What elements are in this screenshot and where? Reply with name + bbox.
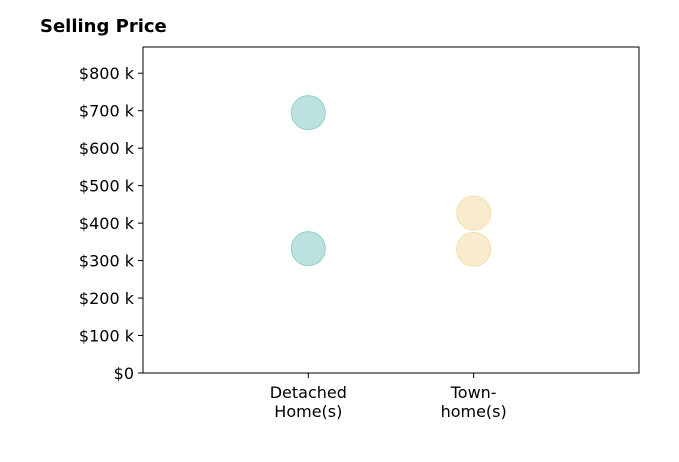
x-tick-label: Home(s) (274, 402, 342, 421)
scatter-point (456, 231, 492, 267)
y-tick-label: $100 k (79, 327, 135, 346)
scatter-point (456, 195, 492, 231)
y-tick-label: $600 k (79, 139, 135, 158)
scatter-point (290, 95, 326, 131)
y-tick-label: $300 k (79, 252, 135, 271)
chart-title: Selling Price (40, 16, 167, 37)
scatter-point (290, 231, 326, 267)
y-tick-label: $400 k (79, 214, 135, 233)
y-tick-label: $0 (114, 364, 134, 383)
x-tick-label: Town- (450, 383, 497, 402)
x-tick-label: Detached (270, 383, 347, 402)
data-points (290, 95, 492, 267)
plot-area-frame (142, 46, 640, 374)
x-tick-label: home(s) (441, 402, 507, 421)
y-axis: $0 $100 k $200 k $300 k $400 k $500 k $600 k $7… (79, 64, 143, 383)
y-tick-label: $800 k (79, 64, 135, 83)
y-tick-label: $200 k (79, 289, 135, 308)
y-tick-label: $700 k (79, 102, 135, 121)
y-tick-label: $500 k (79, 177, 135, 196)
